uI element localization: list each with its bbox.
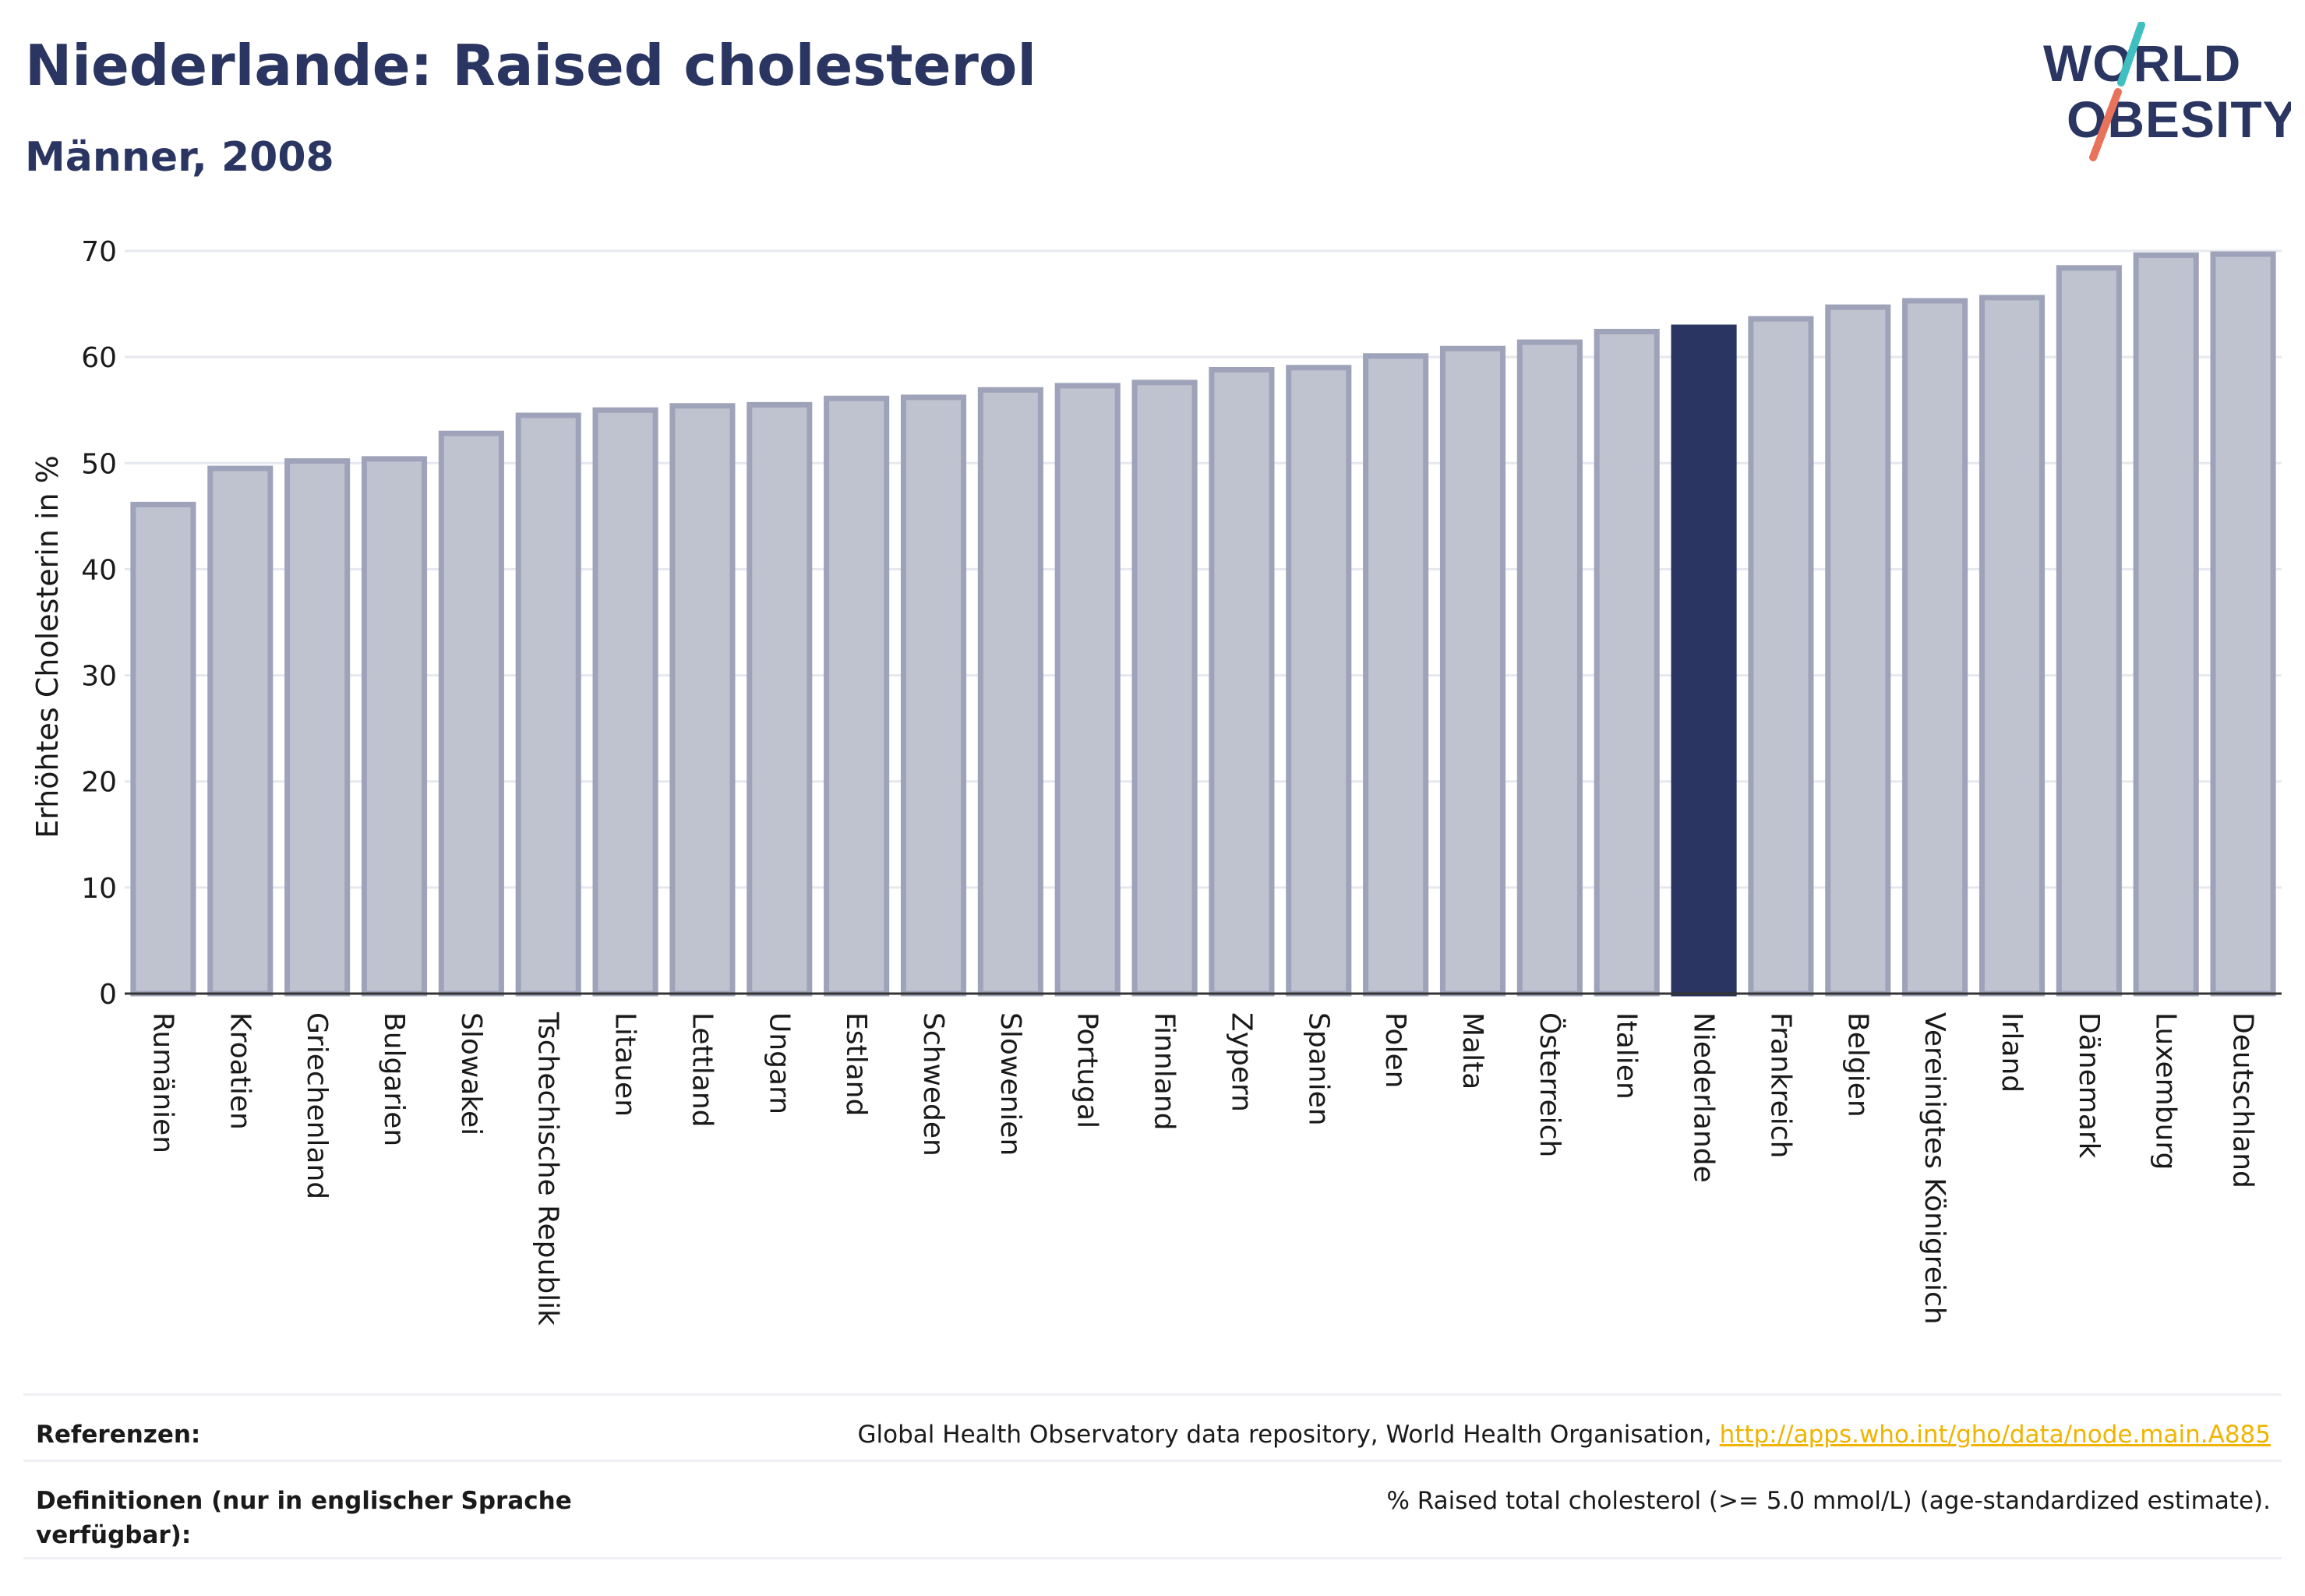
x-tick-label: Lettland — [686, 1012, 718, 1128]
bar-chart: 0 10 20 30 40 50 60 70 Rumänien Kroatien Griechenl… — [30, 236, 2282, 1326]
x-tick-label: Zypern — [1225, 1012, 1257, 1112]
y-tick-label: 40 — [81, 554, 117, 586]
axes: 0 10 20 30 40 50 60 70 Rumänien Kroatien Griechenl… — [81, 236, 2282, 1326]
bar-16[interactable] — [1363, 353, 1429, 997]
bar-11[interactable] — [977, 387, 1043, 997]
references-label: Referenzen: — [36, 1421, 201, 1449]
bar-10[interactable] — [900, 394, 967, 997]
bar-23[interactable] — [1902, 298, 1968, 997]
y-tick-label: 10 — [81, 873, 117, 905]
bar-22[interactable] — [1825, 304, 1891, 997]
x-tick-label: Deutschland — [2227, 1012, 2259, 1188]
logo-word-world: WORLD — [2043, 34, 2241, 92]
x-tick-label: Litauen — [609, 1012, 641, 1117]
bar-26[interactable] — [2133, 252, 2199, 997]
x-tick-label: Slowenien — [994, 1012, 1026, 1156]
definitions-value: % Raised total cholesterol (>= 5.0 mmol/… — [1386, 1487, 2271, 1515]
bar-12[interactable] — [1054, 383, 1121, 997]
y-tick-label: 0 — [99, 979, 117, 1011]
x-tick-label: Belgien — [1841, 1012, 1873, 1118]
bar-0[interactable] — [130, 501, 196, 997]
bar-7[interactable] — [669, 403, 736, 997]
definitions-row: Definitionen (nur in englischer Sprache … — [23, 1462, 2282, 1559]
logo-slash-bottom — [2089, 88, 2122, 161]
bar-24[interactable] — [1978, 295, 2046, 997]
x-tick-label: Irland — [1996, 1012, 2028, 1093]
references-row: Referenzen: Global Health Observatory da… — [23, 1396, 2282, 1462]
bar-4[interactable] — [438, 430, 504, 997]
x-tick-label: Bulgarien — [378, 1012, 410, 1146]
x-tick-label: Polen — [1379, 1012, 1411, 1088]
bar-6[interactable] — [592, 407, 658, 997]
references-text: Global Health Observatory data repositor… — [857, 1421, 1720, 1449]
x-tick-label: Niederlande — [1688, 1012, 1720, 1183]
x-tick-label: Schweden — [917, 1012, 949, 1156]
bar-17[interactable] — [1439, 345, 1506, 997]
x-tick-label: Vereinigtes Königreich — [1918, 1012, 1950, 1325]
y-tick-label: 50 — [81, 448, 117, 480]
x-tick-label: Luxemburg — [2150, 1012, 2182, 1170]
definitions-label: Definitionen (nur in englischer Sprache … — [36, 1487, 572, 1549]
x-tick-label: Portugal — [1071, 1012, 1103, 1128]
y-axis-label: Erhöhtes Cholesterin in % — [30, 455, 65, 839]
bar-2[interactable] — [284, 458, 351, 997]
references-value: Global Health Observatory data repositor… — [858, 1418, 2271, 1452]
x-tick-label: Finnland — [1149, 1012, 1181, 1130]
bar-1[interactable] — [207, 465, 274, 997]
y-tick-label: 60 — [81, 342, 117, 374]
bar-3[interactable] — [361, 456, 428, 997]
chart-subtitle: Männer, 2008 — [25, 134, 334, 181]
x-tick-label: Slowakei — [455, 1012, 487, 1135]
bar-13[interactable] — [1131, 380, 1198, 997]
y-tick-label: 70 — [81, 236, 117, 268]
bar-14[interactable] — [1209, 366, 1275, 997]
x-tick-label: Frankreich — [1764, 1012, 1796, 1158]
bar-15[interactable] — [1286, 365, 1352, 997]
bar-18[interactable] — [1516, 339, 1583, 997]
chart-title: Niederlande: Raised cholesterol — [25, 33, 1037, 98]
x-tick-label: Spanien — [1302, 1012, 1334, 1126]
bar-8[interactable] — [747, 401, 813, 997]
bar-21[interactable] — [1748, 316, 1814, 997]
x-tick-label: Malta — [1456, 1012, 1488, 1089]
y-tick-label: 20 — [81, 767, 117, 799]
x-tick-label: Estland — [840, 1012, 872, 1116]
bar-5[interactable] — [515, 412, 581, 997]
x-tick-label: Dänemark — [2073, 1012, 2105, 1159]
x-tick-label: Tschechische Republik — [532, 1012, 564, 1326]
x-tick-label: Italien — [1611, 1012, 1643, 1100]
logo-slash-top — [2117, 22, 2145, 87]
references-link[interactable]: http://apps.who.int/gho/data/node.main.A… — [1719, 1421, 2271, 1449]
references-table: Referenzen: Global Health Observatory da… — [23, 1393, 2282, 1559]
bar-25[interactable] — [2056, 265, 2122, 997]
y-tick-label: 30 — [81, 661, 117, 693]
x-tick-label: Ungarn — [763, 1012, 795, 1114]
bar-19[interactable] — [1594, 328, 1660, 997]
x-tick-label: Rumänien — [146, 1012, 178, 1153]
bar-27[interactable] — [2210, 251, 2276, 997]
bar-20[interactable] — [1671, 324, 1737, 997]
world-obesity-logo: WORLD OBESITY — [2043, 22, 2291, 161]
bar-9[interactable] — [824, 395, 890, 997]
x-tick-label: Österreich — [1534, 1012, 1566, 1157]
x-tick-label: Kroatien — [224, 1012, 256, 1130]
x-tick-label: Griechenland — [301, 1012, 333, 1199]
bars — [130, 251, 2276, 997]
